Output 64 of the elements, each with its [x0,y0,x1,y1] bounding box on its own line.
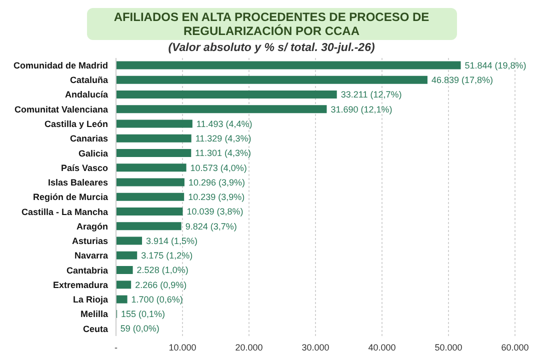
chart-title: AFILIADOS EN ALTA PROCEDENTES DE PROCESO DE REGULARIZACIÓN POR CCAA [86,8,456,40]
data-label: 155 (0,1%) [121,309,166,320]
x-tick-label: 40.000 [368,342,396,352]
y-tick-label: Región de Murcia [32,192,109,202]
bar [116,222,182,230]
y-tick-label: La Rioja [72,294,109,305]
y-tick-label: Ceuta [82,324,109,334]
bar [116,164,186,172]
bar [116,280,132,289]
y-tick-label: País Vasco [60,162,108,173]
y-tick-label: Cataluña [70,75,109,86]
x-tick-label: 30.000 [302,342,330,352]
data-label: 11.301 (4,3%) [195,148,252,158]
bar [116,236,142,245]
bar [116,295,128,304]
x-tick-label: 10.000 [168,342,196,352]
y-tick-label: Canarias [70,134,108,144]
y-tick-label: Cantabria [66,265,109,276]
y-tick-label: Castilla - La Mancha [21,206,109,217]
data-label: 33.211 (12,7%) [340,90,402,100]
data-label: 11.329 (4,3%) [195,134,252,144]
data-label: 2.528 (1,0%) [136,265,188,276]
data-label: 3.914 (1,5%) [146,236,198,246]
bar [116,178,184,186]
data-label: 59 (0,0%) [120,324,160,334]
bar [116,105,327,114]
bar [116,76,428,84]
x-tick-label: 20.000 [235,342,263,352]
data-label: 10.296 (3,9%) [188,177,246,188]
x-tick-label: - [114,342,118,352]
data-label: 2.266 (0,9%) [135,280,187,290]
data-label: 1.700 (0,6%) [131,294,183,304]
bar [116,266,133,274]
data-label: 3.175 (1,2%) [141,250,193,261]
y-tick-label: Andalucía [64,90,109,100]
bar [116,120,192,128]
data-label: 51.844 (19,8%) [464,60,526,70]
y-tick-label: Castilla y León [44,118,108,129]
bar [116,90,337,98]
x-tick-label: 60.000 [501,342,529,352]
y-tick-label: Asturias [72,236,108,246]
bar [116,149,192,158]
y-tick-label: Islas Baleares [48,178,108,188]
data-label: 10.239 (3,9%) [188,192,245,202]
data-label: 46.839 (17,8%) [431,75,494,85]
y-tick-label: Comunidad de Madrid [14,60,108,70]
chart-subtitle: (Valor absoluto y % s/ total. 30-jul.-26) [167,42,376,54]
bar [116,192,184,201]
bar [116,134,192,142]
data-label: 11.493 (4,4%) [196,118,252,129]
y-tick-label: Extremadura [52,280,109,290]
bar [116,251,138,260]
bar [116,61,461,70]
data-label: 10.573 (4,0%) [190,162,247,173]
y-tick-label: Comunitat Valenciana [14,104,109,114]
data-label: 9.824 (3,7%) [185,221,237,232]
y-tick-label: Melilla [80,309,109,320]
y-tick-label: Aragón [76,221,108,232]
data-label: 31.690 (12,1%) [330,104,392,114]
y-tick-label: Galicia [78,148,109,158]
data-label: 10.039 (3,8%) [186,206,244,217]
y-tick-label: Navarra [74,250,109,261]
bar [116,208,183,216]
x-tick-label: 50.000 [434,342,462,352]
